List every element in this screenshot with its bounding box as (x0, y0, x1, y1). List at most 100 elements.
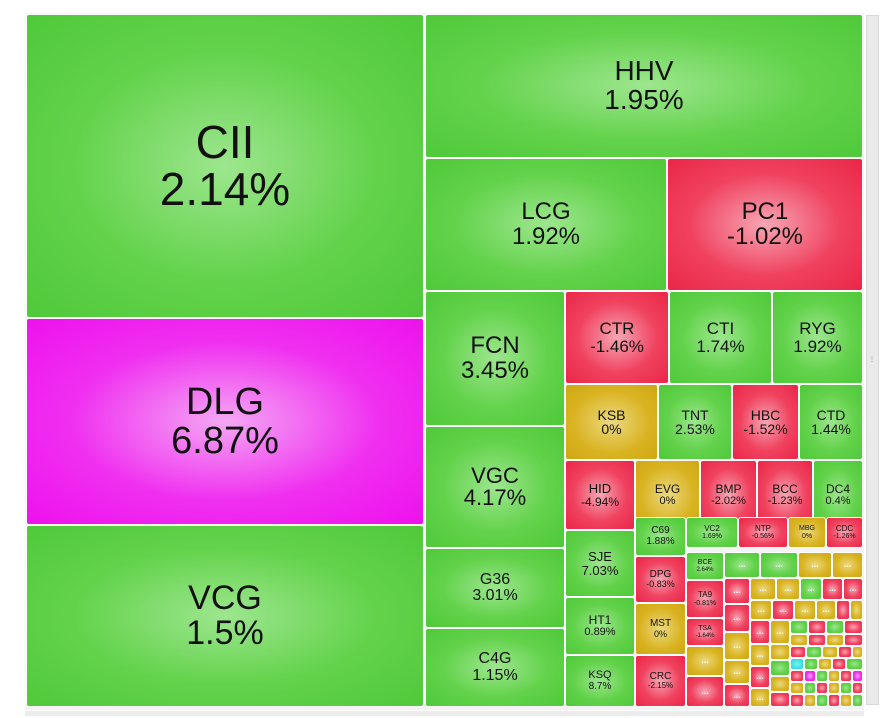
treemap-tile-crc[interactable]: CRC -2.15% (635, 655, 686, 707)
treemap-tile-minor[interactable] (816, 682, 828, 694)
treemap-tile-g36[interactable]: G36 3.01% (425, 548, 565, 628)
treemap-tile-minor[interactable] (816, 670, 828, 682)
treemap-tile-minor[interactable] (804, 682, 816, 694)
treemap-tile-minor[interactable]: ... (760, 552, 798, 578)
treemap-tile-minor[interactable]: ... (724, 604, 750, 632)
treemap-tile-ryg[interactable]: RYG 1.92% (772, 291, 863, 384)
treemap-tile-minor[interactable]: ... (843, 578, 863, 600)
treemap-tile-minor[interactable] (826, 634, 844, 646)
treemap-tile-minor[interactable] (840, 670, 852, 682)
treemap-tile-vc2[interactable]: VC2 1.69% (686, 517, 738, 548)
treemap-tile-c4g[interactable]: C4G 1.15% (425, 628, 565, 707)
treemap-tile-c69[interactable]: C69 1.88% (635, 517, 686, 556)
treemap-tile-minor[interactable] (822, 646, 838, 658)
treemap-tile-minor[interactable]: ... (750, 644, 770, 666)
treemap-tile-minor[interactable] (808, 620, 826, 634)
treemap-tile-ksb[interactable]: KSB 0% (565, 384, 658, 460)
treemap-tile-ctd[interactable]: CTD 1.44% (799, 384, 863, 460)
treemap-tile-mst[interactable]: MST 0% (635, 603, 686, 655)
treemap-tile-dpg[interactable]: DPG -0.83% (635, 556, 686, 603)
treemap-tile-minor[interactable]: ... (724, 632, 750, 660)
treemap-tile-sje[interactable]: SJE 7.03% (565, 530, 635, 597)
treemap-tile-ksq[interactable]: KSQ 8.7% (565, 655, 635, 707)
treemap-tile-minor[interactable] (828, 694, 840, 707)
treemap-tile-minor[interactable] (852, 682, 863, 694)
treemap-tile-minor[interactable] (770, 692, 790, 707)
treemap-tile-mbg[interactable]: MBG 0% (788, 517, 826, 548)
treemap-tile-minor[interactable] (828, 670, 840, 682)
treemap-tile-minor[interactable]: ... (686, 676, 724, 707)
treemap-tile-cti[interactable]: CTI 1.74% (669, 291, 772, 384)
treemap-tile-minor[interactable] (832, 658, 846, 670)
treemap-tile-hid[interactable]: HID -4.94% (565, 460, 635, 530)
treemap-tile-cii[interactable]: CII 2.14% (26, 14, 424, 318)
treemap-tile-minor[interactable] (806, 646, 822, 658)
treemap-tile-minor[interactable]: ... (750, 688, 770, 707)
treemap-tile-tsa[interactable]: TSA -1.64% (686, 618, 724, 646)
treemap-tile-minor[interactable] (790, 646, 806, 658)
treemap-tile-minor[interactable]: ... (750, 666, 770, 688)
treemap-tile-minor[interactable]: ... (724, 684, 750, 707)
treemap-tile-minor[interactable] (840, 694, 852, 707)
treemap-tile-minor[interactable] (836, 600, 850, 620)
treemap-tile-minor[interactable] (790, 620, 808, 634)
treemap-tile-minor[interactable] (804, 658, 818, 670)
treemap-tile-minor[interactable]: ... (816, 600, 836, 620)
treemap-tile-minor[interactable] (790, 634, 808, 646)
treemap-tile-tnt[interactable]: TNT 2.53% (658, 384, 732, 460)
treemap-tile-minor[interactable] (852, 670, 863, 682)
treemap-tile-minor[interactable]: ... (724, 578, 750, 604)
treemap-tile-minor[interactable] (850, 600, 863, 620)
treemap-tile-minor[interactable]: ... (724, 660, 750, 684)
treemap-tile-minor[interactable] (844, 634, 863, 646)
treemap-tile-minor[interactable] (804, 670, 816, 682)
treemap-tile-minor[interactable] (818, 658, 832, 670)
treemap-tile-vgc[interactable]: VGC 4.17% (425, 426, 565, 548)
treemap-tile-fcn[interactable]: FCN 3.45% (425, 291, 565, 426)
treemap-tile-minor[interactable]: ... (724, 552, 760, 578)
horizontal-scrollbar[interactable] (25, 711, 864, 716)
treemap-tile-minor[interactable]: ... (822, 578, 843, 600)
treemap-tile-minor[interactable]: ... (750, 578, 776, 600)
treemap-tile-minor[interactable] (852, 646, 863, 658)
treemap-tile-ntp[interactable]: NTP -0.56% (738, 517, 788, 548)
treemap-tile-minor[interactable] (790, 670, 804, 682)
treemap-tile-ht1[interactable]: HT1 0.89% (565, 597, 635, 655)
treemap-tile-dlg[interactable]: DLG 6.87% (26, 318, 424, 525)
treemap-tile-minor[interactable] (828, 682, 840, 694)
treemap-tile-minor[interactable]: ... (794, 600, 816, 620)
treemap-tile-minor[interactable] (840, 682, 852, 694)
treemap-tile-minor[interactable] (790, 694, 804, 707)
treemap-tile-bce[interactable]: BCE 2.64% (686, 552, 724, 580)
treemap-tile-minor[interactable]: ... (776, 578, 800, 600)
treemap-tile-minor[interactable] (790, 658, 804, 670)
treemap-tile-minor[interactable]: ... (798, 552, 832, 578)
treemap-tile-minor[interactable] (804, 694, 816, 707)
treemap-tile-lcg[interactable]: LCG 1.92% (425, 158, 667, 291)
treemap-tile-minor[interactable]: ... (750, 620, 770, 644)
treemap-tile-cdc[interactable]: CDC -1.26% (826, 517, 863, 548)
treemap-tile-minor[interactable] (790, 682, 804, 694)
treemap-tile-minor[interactable]: ... (772, 600, 794, 620)
treemap-tile-minor[interactable] (846, 658, 863, 670)
treemap-tile-minor[interactable] (844, 620, 863, 634)
treemap-tile-minor[interactable]: ... (750, 600, 772, 620)
treemap-tile-vcg[interactable]: VCG 1.5% (26, 525, 424, 707)
treemap-tile-minor[interactable] (852, 694, 863, 707)
treemap-tile-minor[interactable]: ... (800, 578, 822, 600)
treemap-tile-minor[interactable]: ... (770, 620, 790, 644)
treemap-tile-minor[interactable]: ... (832, 552, 863, 578)
treemap-tile-pc1[interactable]: PC1 -1.02% (667, 158, 863, 291)
treemap-tile-minor[interactable] (770, 644, 790, 660)
treemap-tile-ta9[interactable]: TA9 -0.81% (686, 580, 724, 618)
treemap-tile-minor[interactable] (816, 694, 828, 707)
treemap-tile-minor[interactable] (770, 660, 790, 676)
treemap-tile-minor[interactable] (838, 646, 852, 658)
treemap-tile-minor[interactable]: ... (686, 646, 724, 676)
vertical-scrollbar[interactable]: ⋮ (866, 15, 879, 705)
treemap-tile-hbc[interactable]: HBC -1.52% (732, 384, 799, 460)
treemap-tile-minor[interactable] (770, 676, 790, 692)
treemap-tile-minor[interactable] (826, 620, 844, 634)
treemap-tile-hhv[interactable]: HHV 1.95% (425, 14, 863, 158)
treemap-tile-ctr[interactable]: CTR -1.46% (565, 291, 669, 384)
